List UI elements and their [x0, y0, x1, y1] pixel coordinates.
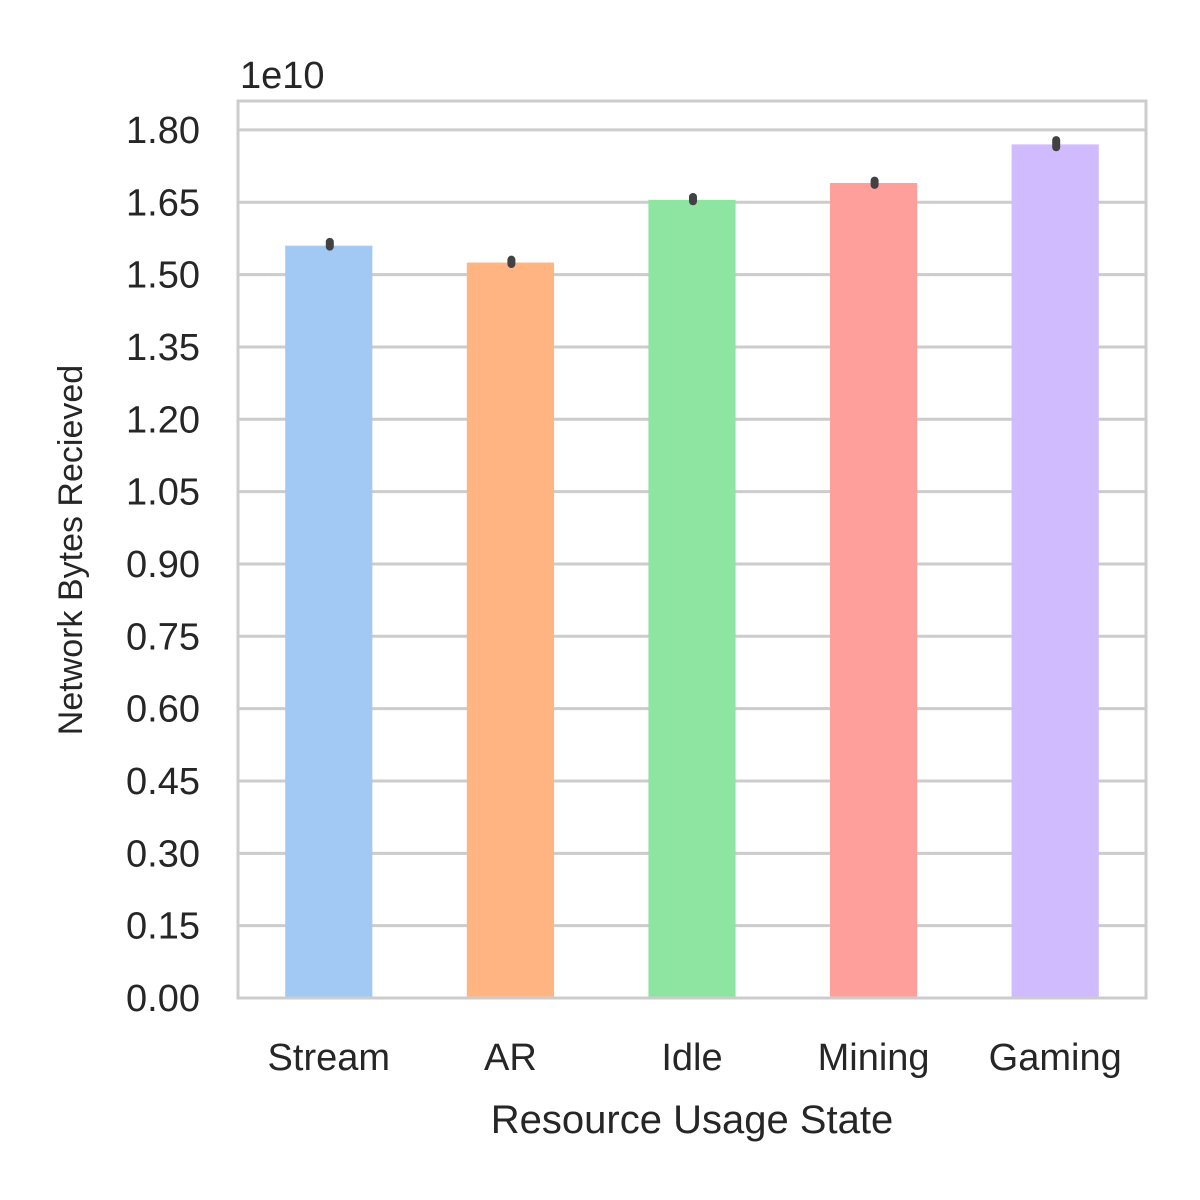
bar-idle — [648, 199, 736, 998]
bar-gaming — [1011, 144, 1099, 999]
y-tick-label: 0.30 — [126, 833, 200, 875]
x-tick-labels: Stream AR Idle Mining Gaming — [268, 1037, 1122, 1079]
y-tick-label: 1.50 — [126, 255, 200, 297]
y-tick-label: 0.15 — [126, 906, 200, 948]
bar-stream — [285, 245, 373, 998]
y-tick-label: 0.75 — [126, 616, 200, 658]
y-tick-labels: 0.00 0.15 0.30 0.45 0.60 0.75 0.90 1.05 1.20 1.35… — [126, 110, 200, 1020]
y-tick-label: 0.90 — [126, 544, 200, 586]
y-tick-label: 1.35 — [126, 327, 200, 369]
x-tick-label: Mining — [818, 1037, 930, 1079]
y-tick-label: 1.05 — [126, 472, 200, 514]
bars — [285, 144, 1099, 999]
x-tick-label: Idle — [661, 1037, 722, 1079]
y-tick-label: 1.20 — [126, 399, 200, 441]
y-offset-label: 1e10 — [240, 55, 325, 97]
y-axis-label: Network Bytes Recieved — [52, 365, 90, 735]
x-axis-label: Resource Usage State — [491, 1098, 893, 1142]
bar-ar — [466, 262, 554, 998]
x-tick-label: Gaming — [989, 1037, 1122, 1079]
x-tick-label: AR — [484, 1037, 537, 1079]
y-tick-label: 0.00 — [126, 978, 200, 1020]
x-tick-label: Stream — [268, 1037, 390, 1079]
error-bars — [325, 136, 1061, 269]
y-tick-label: 0.60 — [126, 689, 200, 731]
y-tick-label: 0.45 — [126, 761, 200, 803]
plot-frame — [236, 99, 1148, 1000]
bar-mining — [830, 182, 918, 998]
y-tick-label: 1.80 — [126, 110, 200, 152]
y-tick-label: 1.65 — [126, 182, 200, 224]
